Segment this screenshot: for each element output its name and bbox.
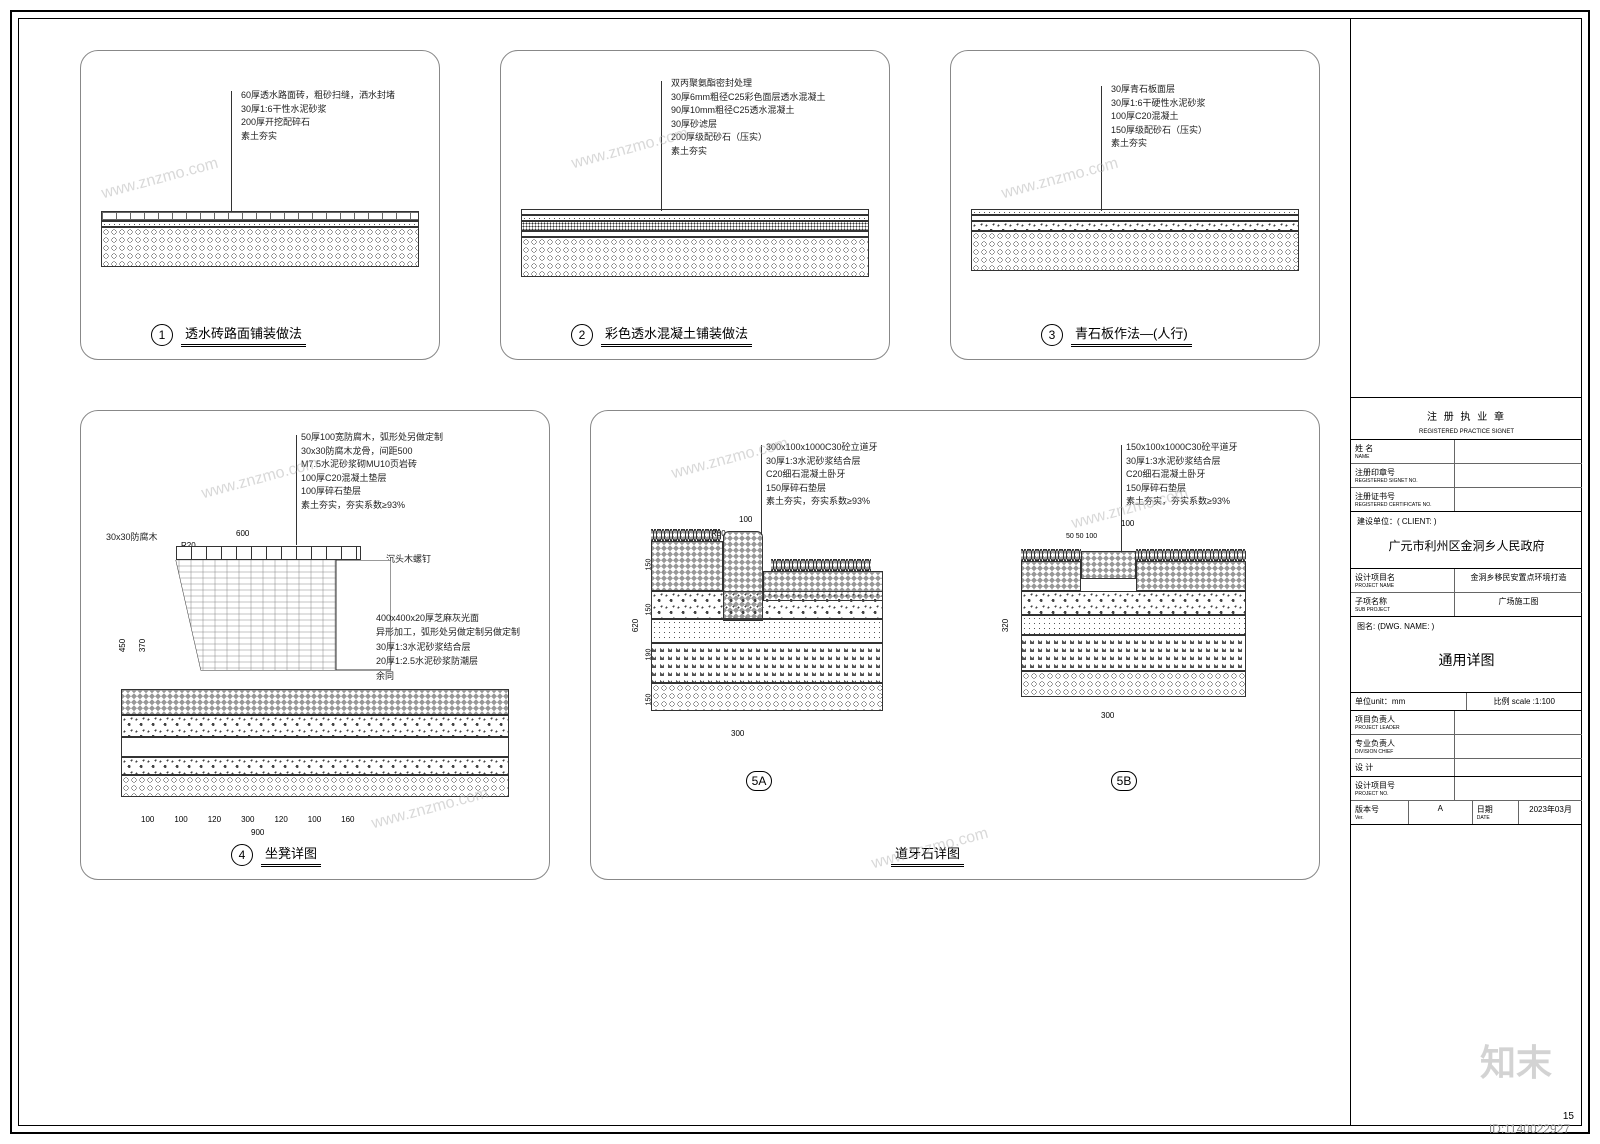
detail-panel-2: 双丙聚氨酯密封处理 30厚6mm粗径C25彩色面层透水混凝土 90厚10mm粗径… <box>500 50 890 360</box>
detail-name: 道牙石详图 <box>891 843 964 867</box>
detail-panel-5: 300x100x1000C30砼立道牙 30厚1:3水泥砂浆结合层 C20细石混… <box>590 410 1320 880</box>
curb-5b-layers <box>1021 591 1246 697</box>
dim-v2: 370 <box>138 639 147 652</box>
layer-callouts-1: 60厚透水路面砖，粗砂扫缝，洒水封堵 30厚1:6干性水泥砂浆 200厚开挖配碎… <box>241 89 395 143</box>
dim: 150 <box>645 604 652 616</box>
dim: 100 <box>739 515 752 524</box>
detail-panel-1: 60厚透水路面砖，粗砂扫缝，洒水封堵 30厚1:6干性水泥砂浆 200厚开挖配碎… <box>80 50 440 360</box>
dim: 300 <box>731 729 744 738</box>
curb-5b: 150x100x1000C30砼平道牙 30厚1:3水泥砂浆结合层 C20细石混… <box>991 431 1311 831</box>
dim: 150 <box>645 559 652 571</box>
dim-bottom-total: 900 <box>251 828 264 837</box>
sub-label-5b: 5B <box>1111 771 1137 791</box>
dim-v1: 450 <box>118 639 127 652</box>
section-3 <box>971 209 1299 271</box>
detail-title-3: 3 青石板作法—(人行) <box>1041 323 1192 347</box>
detail-num: 3 <box>1041 324 1063 346</box>
detail-title-1: 1 透水砖路面铺装做法 <box>151 323 306 347</box>
tb-blank-top <box>1351 18 1582 398</box>
image-id: ID:1140022927 <box>1489 1122 1570 1136</box>
tb-footer: 设计项目号PROJECT NO. 版本号Ver. A 日期DATE 2023年0… <box>1351 777 1582 825</box>
detail-name: 彩色透水混凝土铺装做法 <box>601 323 752 347</box>
tb-people: 项目负责人PROJECT LEADER 专业负责人DIVISION CHIEF … <box>1351 711 1582 777</box>
title-block: 注 册 执 业 章 REGISTERED PRACTICE SIGNET 姓 名… <box>1350 18 1582 1126</box>
section-1 <box>101 211 419 267</box>
curb-5a-callouts: 300x100x1000C30砼立道牙 30厚1:3水泥砂浆结合层 C20细石混… <box>766 441 878 509</box>
dims-bottom: 100100120300120100160 <box>141 815 355 824</box>
detail-title-2: 2 彩色透水混凝土铺装做法 <box>571 323 752 347</box>
watermark-big: 知末 <box>1480 1034 1552 1086</box>
detail-panel-4: 50厚100宽防腐木，弧形处另做定制 30x30防腐木龙骨，间距500 M7.5… <box>80 410 550 880</box>
pave-right <box>1136 561 1246 591</box>
sub-label-5a: 5A <box>746 771 772 791</box>
curb-flat <box>1081 551 1136 579</box>
dim-top: 600 <box>236 529 249 538</box>
leader <box>231 91 232 211</box>
leader <box>761 445 762 535</box>
drawing-area: 60厚透水路面砖，粗砂扫缝，洒水封堵 30厚1:6干性水泥砂浆 200厚开挖配碎… <box>20 20 1350 1124</box>
bench-right-callouts: 400x400x20厚芝麻灰光面 异形加工，弧形处另做定制另做定制 30厚1:3… <box>376 611 520 683</box>
section-2 <box>521 209 869 277</box>
detail-title-5: 道牙石详图 <box>891 843 964 867</box>
curb-5b-callouts: 150x100x1000C30砼平道牙 30厚1:3水泥砂浆结合层 C20细石混… <box>1126 441 1238 509</box>
dim: 300 <box>1101 711 1114 720</box>
grass-icon <box>1136 549 1246 561</box>
detail-num: 1 <box>151 324 173 346</box>
leader <box>1101 86 1102 211</box>
dim: 100 <box>1121 519 1134 528</box>
detail-name: 坐凳详图 <box>261 843 321 867</box>
dim: 190 <box>645 649 652 661</box>
detail-num: 2 <box>571 324 593 346</box>
tb-unit-scale: 单位unit：mm 比例 scale :1:100 <box>1351 693 1582 711</box>
tb-client: 建设单位：( CLIENT: ) 广元市利州区金洞乡人民政府 <box>1351 512 1582 569</box>
detail-name: 青石板作法—(人行) <box>1071 323 1192 347</box>
leader <box>296 435 297 545</box>
bench-body-svg <box>161 560 391 710</box>
dim: 620 <box>631 619 640 632</box>
leader <box>661 81 662 211</box>
bench-screw-label: 沉头木螺钉 <box>386 553 431 567</box>
bench-side-label: 30x30防腐木 <box>106 531 158 545</box>
grass-icon <box>1021 549 1081 561</box>
detail-num: 4 <box>231 844 253 866</box>
soil-left <box>651 541 723 591</box>
bench-wood-top <box>176 546 361 560</box>
soil-left <box>1021 561 1081 591</box>
tb-reg-fields: 姓 名NAME 注册印章号REGISTERED SIGNET NO. 注册证书号… <box>1351 440 1582 512</box>
tb-project: 设计项目名PROJECT NAME金洞乡移民安置点环境打造 子项名称SUB PR… <box>1351 569 1582 617</box>
dim: 320 <box>1001 619 1010 632</box>
leader <box>1121 445 1122 553</box>
tb-dwg-name: 图名: (DWG. NAME: ) 通用详图 <box>1351 617 1582 693</box>
detail-panel-3: 30厚青石板面层 30厚1:6干硬性水泥砂浆 100厚C20混凝土 150厚级配… <box>950 50 1320 360</box>
grass-icon <box>771 559 871 571</box>
page-number: 15 <box>1563 1111 1574 1122</box>
dim: 150 <box>645 694 652 706</box>
bench-top-callouts: 50厚100宽防腐木，弧形处另做定制 30x30防腐木龙骨，间距500 M7.5… <box>301 431 443 512</box>
layer-callouts-2: 双丙聚氨酯密封处理 30厚6mm粗径C25彩色面层透水混凝土 90厚10mm粗径… <box>671 77 826 158</box>
detail-name: 透水砖路面铺装做法 <box>181 323 306 347</box>
curb-5a: 300x100x1000C30砼立道牙 30厚1:3水泥砂浆结合层 C20细石混… <box>621 431 961 831</box>
grass-icon <box>651 529 721 541</box>
curb-5a-layers <box>651 591 883 711</box>
dim-top: 50 50 100 <box>1066 533 1097 540</box>
bench-foundation <box>121 689 509 797</box>
tb-reg-header: 注 册 执 业 章 REGISTERED PRACTICE SIGNET <box>1351 398 1582 440</box>
detail-title-4: 4 坐凳详图 <box>231 843 321 867</box>
layer-callouts-3: 30厚青石板面层 30厚1:6干硬性水泥砂浆 100厚C20混凝土 150厚级配… <box>1111 83 1207 151</box>
